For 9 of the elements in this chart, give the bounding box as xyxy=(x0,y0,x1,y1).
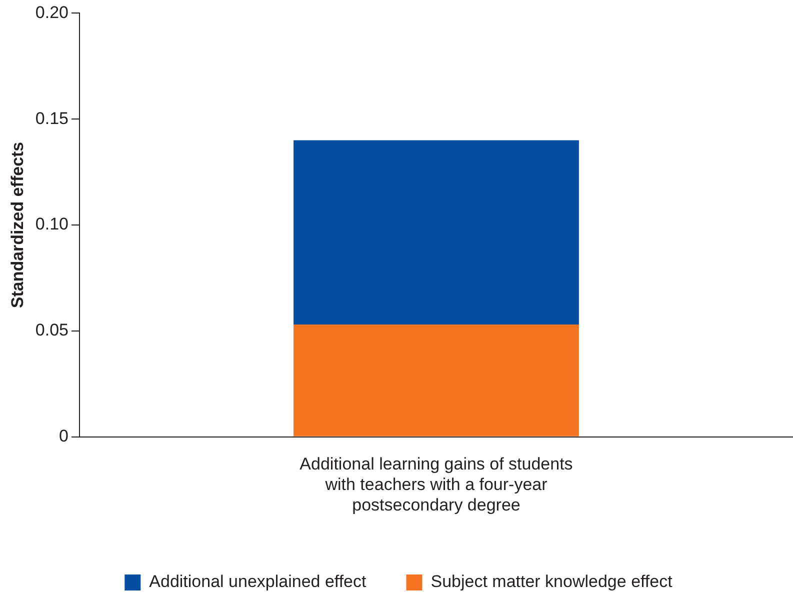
y-tick-label: 0.10 xyxy=(35,214,68,234)
y-axis-title: Standardized effects xyxy=(8,142,27,308)
y-tick-label: 0 xyxy=(59,426,68,446)
y-tick-label: 0.20 xyxy=(35,2,68,22)
y-tick-label: 0.15 xyxy=(35,108,68,128)
legend-label: Additional unexplained effect xyxy=(149,572,367,592)
x-tick-label: Additional learning gains of students with teachers with a four-year postsecondary degree xyxy=(300,454,573,514)
y-tick-label: 0.05 xyxy=(35,320,68,340)
legend-label: Subject matter knowledge effect xyxy=(430,572,673,592)
